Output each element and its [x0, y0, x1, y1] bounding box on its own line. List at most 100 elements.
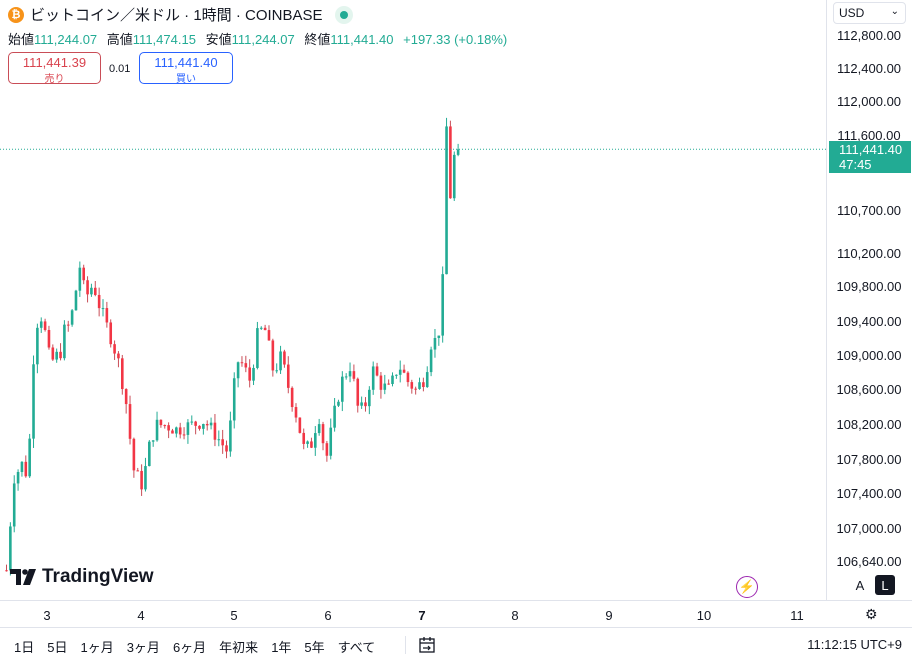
candle-body	[441, 274, 444, 336]
candle-body	[198, 425, 201, 429]
candle-body	[383, 383, 387, 390]
candle-body	[314, 433, 317, 448]
range-button[interactable]: 3ヶ月	[126, 640, 160, 655]
candle-body	[267, 330, 271, 341]
candle-body	[387, 383, 390, 385]
candle-body	[398, 369, 402, 375]
countdown-value: 47:45	[839, 157, 872, 172]
candle-body	[20, 461, 24, 472]
time-axis-label: 7	[418, 608, 426, 623]
candle-body	[248, 367, 251, 381]
range-button[interactable]: 5日	[47, 640, 68, 655]
price-axis-label: 109,000.00	[836, 348, 902, 363]
buy-price: 111,441.40	[154, 55, 218, 70]
range-button[interactable]: 5年	[304, 640, 325, 655]
candle-body	[325, 443, 329, 456]
chevron-down-icon: ⌄	[890, 6, 899, 17]
tradingview-wordmark: TradingView	[42, 566, 154, 587]
candle-body	[144, 466, 147, 490]
candle-body	[205, 423, 209, 426]
price-axis-label: 106,640.00	[836, 554, 902, 569]
candle-body	[217, 439, 221, 441]
low-label: 安値	[205, 32, 232, 47]
auto-scale-button[interactable]: A	[855, 577, 865, 593]
candle-body	[452, 154, 456, 199]
clock-timezone[interactable]: 11:12:15 UTC+9	[807, 637, 902, 652]
candle-body	[317, 424, 321, 434]
candle-body	[236, 362, 240, 379]
toolbar-divider	[405, 636, 406, 654]
close-label: 終値	[304, 32, 331, 47]
candle-body	[97, 294, 101, 309]
candle-body	[136, 470, 140, 472]
candle-body	[36, 327, 39, 365]
range-buttons: 1日 5日 1ヶ月 3ヶ月 6ヶ月 年初来 1年 5年 すべて	[14, 637, 388, 656]
candle-body	[252, 367, 255, 381]
sell-button[interactable]: 111,441.39 売り	[8, 52, 101, 85]
candle-body	[47, 329, 51, 348]
candle-body	[406, 372, 410, 383]
time-axis-label: 9	[605, 608, 613, 623]
time-axis-label: 4	[137, 608, 145, 623]
candle-body	[429, 349, 433, 373]
candle-body	[93, 287, 97, 295]
range-button[interactable]: 1日	[14, 640, 35, 655]
candle-body	[124, 389, 128, 405]
tradingview-logo[interactable]: TradingView	[10, 566, 154, 588]
candle-body	[194, 421, 197, 426]
currency-select[interactable]: USD ⌄	[833, 2, 906, 24]
range-button[interactable]: 1ヶ月	[80, 640, 114, 655]
buy-label: 買い	[176, 74, 196, 85]
candle-body	[70, 310, 74, 325]
buy-button[interactable]: 111,441.40 買い	[139, 52, 233, 85]
range-button[interactable]: 年初来	[219, 640, 259, 655]
chart-pane[interactable]: ₿ ビットコイン／米ドル · 1時間 · COINBASE 始値111,244.…	[0, 0, 826, 600]
candle-body	[306, 441, 309, 444]
price-axis[interactable]	[826, 0, 912, 600]
lightning-icon[interactable]: ⚡	[736, 576, 758, 598]
candle-body	[321, 424, 325, 444]
candle-body	[171, 430, 174, 434]
candle-body	[24, 461, 28, 477]
time-axis[interactable]: ⚙ 3 4 5 6 7 8 9 10 11	[0, 600, 912, 627]
candle-body	[410, 382, 414, 389]
candle-body	[425, 372, 429, 388]
candle-body	[290, 387, 294, 408]
log-scale-button[interactable]: L	[875, 575, 895, 595]
candle-body	[379, 375, 383, 390]
range-button[interactable]: 1年	[271, 640, 292, 655]
open-label: 始値	[8, 32, 35, 47]
candle-body	[63, 324, 66, 359]
candle-body	[43, 321, 47, 330]
candle-body	[82, 267, 85, 281]
price-axis-label: 110,200.00	[836, 246, 902, 261]
last-price-tag: 111,441.40 47:45	[829, 141, 911, 173]
price-axis-label: 111,600.00	[837, 128, 901, 143]
candle-body	[329, 427, 333, 456]
time-axis-label: 3	[43, 608, 51, 623]
candle-body	[121, 358, 124, 390]
candle-body	[175, 427, 178, 434]
symbol-title: ビットコイン／米ドル · 1時間 · COINBASE	[30, 7, 323, 24]
candle-body	[186, 422, 190, 435]
candle-body	[298, 417, 302, 433]
candle-body	[302, 432, 306, 444]
candle-body	[310, 441, 313, 448]
settings-gear-icon[interactable]: ⚙	[865, 606, 878, 622]
time-axis-label: 5	[230, 608, 238, 623]
candle-body	[286, 364, 290, 388]
open-value: 111,244.07	[34, 32, 98, 47]
candle-body	[368, 389, 371, 407]
ohlc-legend: 始値111,244.07 高値111,474.15 安値111,244.07 終…	[8, 29, 513, 48]
candlestick-chart[interactable]	[0, 0, 826, 600]
calendar-goto-icon[interactable]	[418, 636, 436, 654]
time-axis-label: 10	[696, 608, 712, 623]
range-button[interactable]: すべて	[337, 640, 376, 655]
candle-body	[90, 287, 93, 295]
candle-body	[132, 438, 136, 471]
candle-body	[101, 308, 105, 310]
candle-body	[244, 363, 248, 368]
range-button[interactable]: 6ヶ月	[172, 640, 207, 655]
candle-body	[279, 351, 282, 371]
candle-body	[190, 421, 194, 423]
